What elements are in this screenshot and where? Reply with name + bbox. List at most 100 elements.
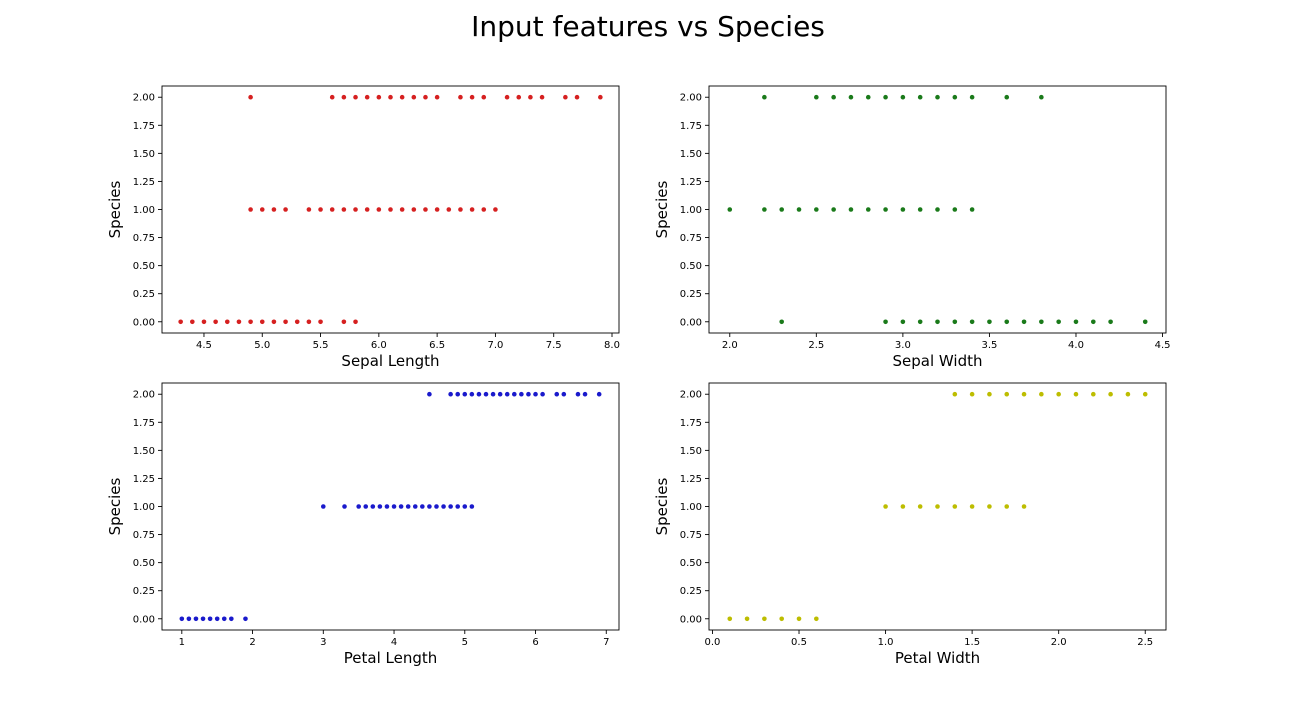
data-point [388, 94, 393, 100]
data-point [814, 207, 819, 212]
data-point [848, 207, 854, 212]
data-point [201, 319, 207, 325]
data-point [1004, 504, 1010, 509]
data-point [200, 616, 206, 622]
y-tick-label: 1.75 [133, 418, 155, 429]
data-point [469, 94, 475, 100]
data-point [455, 391, 461, 397]
data-point [458, 207, 463, 212]
data-point [1125, 391, 1131, 397]
data-point [1039, 94, 1044, 100]
data-point [462, 391, 468, 397]
y-tick-label: 1.00 [680, 502, 702, 513]
data-point [779, 319, 784, 325]
data-point [987, 391, 992, 397]
data-point [462, 504, 468, 509]
y-axis-label: Species [106, 477, 124, 535]
y-tick-label: 0.75 [680, 530, 702, 541]
subplot-4: 0.0 0.5 1.0 1.5 2.0 2.5 0.00 0.25 0.50 0.75 1.00 1.… [653, 382, 1167, 667]
y-tick-label: 1.50 [133, 446, 155, 457]
data-point [329, 207, 335, 212]
data-point [969, 207, 975, 212]
data-point [935, 94, 940, 100]
data-point [193, 616, 199, 622]
y-tick-label: 1.50 [680, 149, 702, 160]
data-point [1004, 94, 1010, 100]
data-point [598, 94, 603, 100]
data-point [504, 391, 510, 397]
x-axis-label: Petal Width [895, 649, 980, 667]
data-point [574, 94, 580, 100]
data-point [306, 319, 312, 325]
data-point [399, 94, 405, 100]
y-tick-label: 0.00 [680, 317, 702, 328]
data-point [497, 391, 503, 397]
y-tick-label: 0.75 [680, 233, 702, 244]
figure-title: Input features vs Species [471, 10, 825, 43]
data-point [493, 207, 498, 212]
subplot-2: 2.0 2.5 3.0 3.5 4.0 4.5 0.00 0.25 0.50 0.75 1.00 1.… [653, 85, 1170, 370]
y-tick-label: 0.25 [133, 289, 155, 300]
data-point [1142, 391, 1148, 397]
data-point [563, 94, 568, 100]
axes-frame [161, 382, 620, 631]
data-point [917, 319, 923, 325]
data-point [900, 504, 906, 509]
y-tick-label: 0.50 [133, 261, 155, 272]
x-tick-label: 7 [603, 637, 609, 648]
data-point [469, 207, 475, 212]
data-point [883, 319, 888, 325]
x-tick-label: 8.0 [604, 340, 620, 351]
data-point [865, 207, 871, 212]
data-point [969, 319, 975, 325]
data-point [229, 616, 234, 622]
x-tick-label: 1.0 [878, 637, 894, 648]
subplot-3: 1 2 3 4 5 6 7 0.00 0.25 0.50 0.75 1.00 1.25 1.50 1.75 2… [106, 382, 620, 667]
x-tick-label: 4.5 [196, 340, 212, 351]
y-tick-label: 1.75 [680, 418, 702, 429]
data-point [391, 504, 397, 509]
x-axis-label: Petal Length [344, 649, 438, 667]
scatter-series [727, 94, 1148, 325]
y-tick-label: 1.00 [133, 502, 155, 513]
x-tick-label: 1.5 [964, 637, 980, 648]
data-point [1142, 319, 1148, 325]
data-point [526, 391, 531, 397]
data-point [306, 207, 312, 212]
data-point [353, 319, 358, 325]
x-tick-label: 6 [532, 637, 538, 648]
data-point [952, 319, 958, 325]
y-tick-label: 0.00 [133, 614, 155, 625]
data-point [342, 504, 347, 509]
data-point [987, 504, 992, 509]
y-axis-label: Species [653, 180, 671, 238]
data-point [935, 319, 940, 325]
data-point [1073, 391, 1079, 397]
data-point [596, 391, 602, 397]
data-point [935, 504, 940, 509]
y-tick-label: 1.25 [133, 474, 155, 485]
data-point [186, 616, 192, 622]
x-tick-label: 3 [320, 637, 326, 648]
x-tick-label: 6.5 [429, 340, 445, 351]
data-point [1021, 319, 1027, 325]
y-tick-label: 1.25 [680, 474, 702, 485]
data-point [969, 391, 975, 397]
data-point [883, 207, 888, 212]
data-point [427, 504, 432, 509]
data-point [1039, 391, 1044, 397]
data-point [221, 616, 227, 622]
data-point [411, 94, 417, 100]
data-point [779, 616, 784, 622]
data-point [1073, 319, 1079, 325]
data-point [952, 94, 958, 100]
data-point [779, 207, 784, 212]
scatter-series [727, 391, 1148, 622]
data-point [213, 319, 218, 325]
data-point [434, 94, 440, 100]
y-tick-label: 1.25 [680, 177, 702, 188]
data-point [1021, 504, 1027, 509]
data-point [1004, 319, 1010, 325]
data-point [271, 319, 277, 325]
data-point [364, 94, 370, 100]
